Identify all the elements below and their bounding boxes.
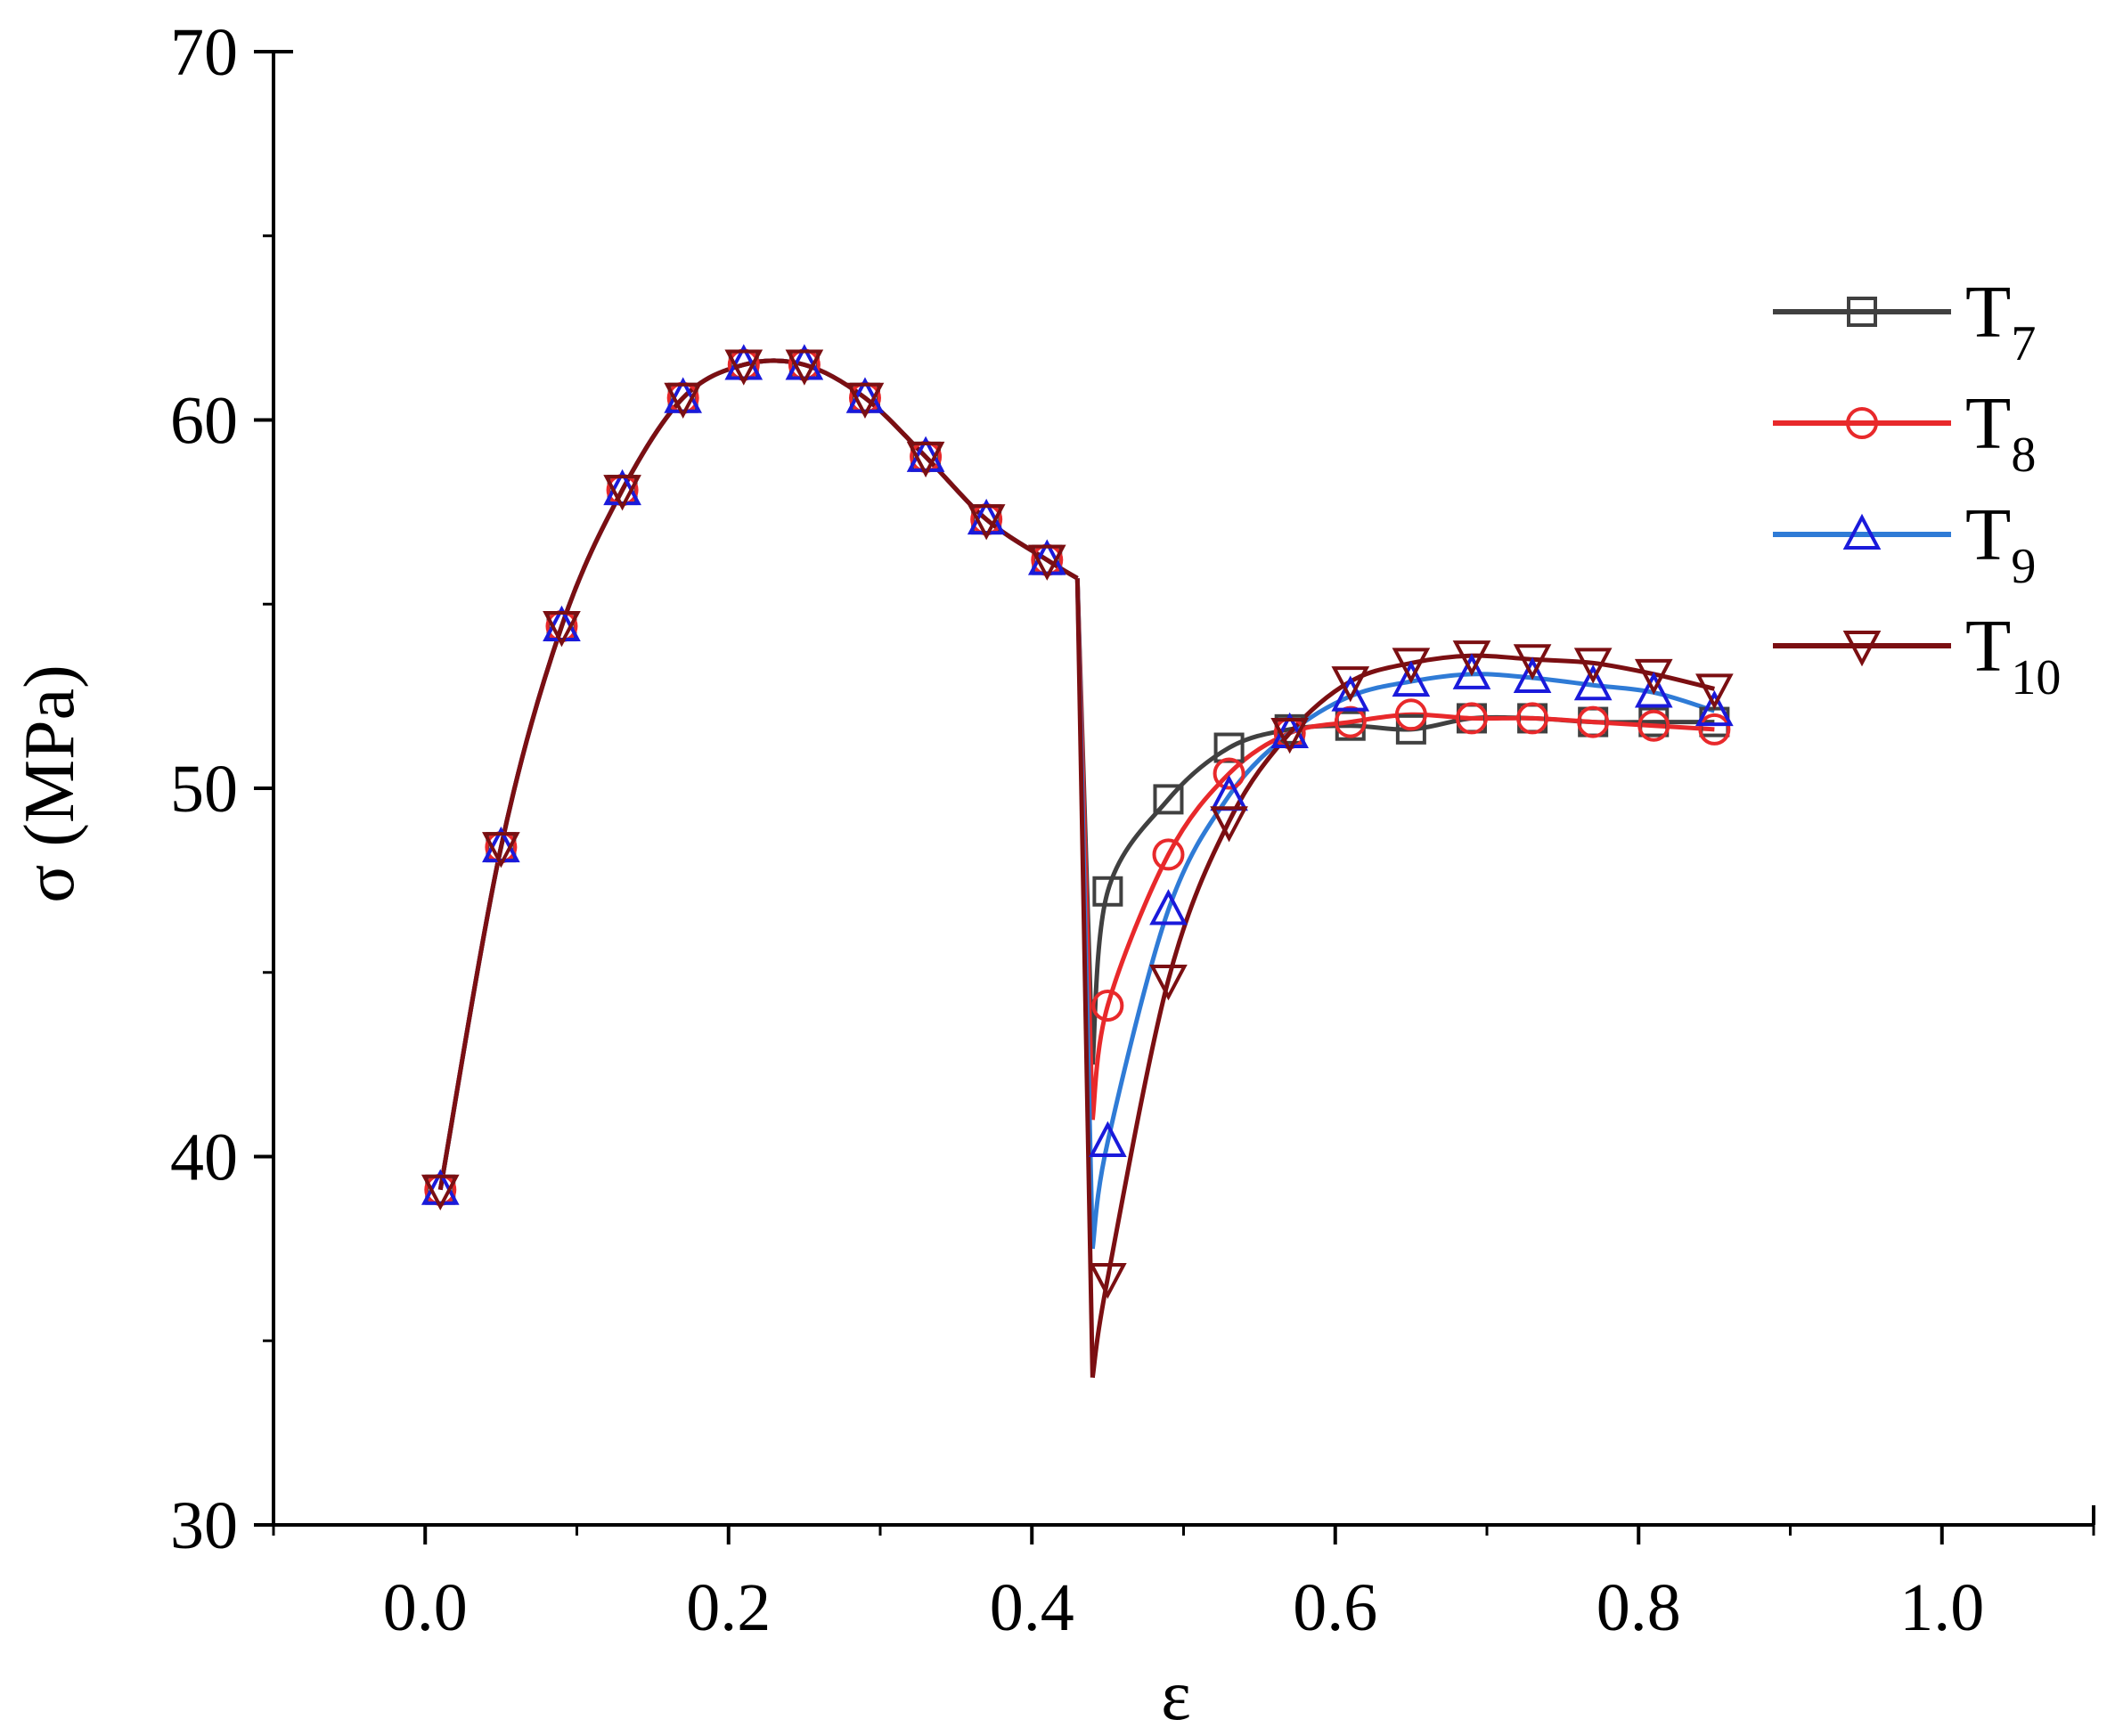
series-marker-triangle-up: [1331, 675, 1370, 712]
y-axis-title: σ (MPa): [11, 664, 89, 903]
series-marker-triangle-down: [1027, 544, 1066, 581]
series-marker-triangle-up: [1392, 660, 1431, 697]
series-recovery-t9: [1090, 672, 1716, 1250]
series-marker-triangle-down: [724, 349, 764, 386]
series-marker-square: [1395, 713, 1426, 745]
series-marker-triangle-up: [1634, 672, 1673, 708]
x-tick-label: 0.4: [990, 1570, 1074, 1645]
series-marker-triangle-down: [603, 475, 641, 511]
series-marker-triangle-down: [1634, 658, 1673, 696]
series-marker-circle: [1698, 713, 1731, 746]
series-marker-triangle-up: [1842, 513, 1882, 550]
series-marker-square: [1847, 297, 1877, 327]
series-marker-circle: [1334, 705, 1367, 738]
series-marker-circle: [1846, 407, 1878, 439]
y-tick-label: 40: [170, 1121, 238, 1195]
series-marker-triangle-up: [1452, 653, 1491, 689]
x-axis-title: ε: [1161, 1657, 1191, 1735]
legend-label-subscript: 10: [2011, 650, 2061, 705]
series-marker-circle: [1152, 838, 1185, 871]
legend-label-main: T: [1965, 493, 2011, 576]
series-line-t7: [437, 358, 1079, 1191]
series-marker-triangle-down: [1210, 806, 1248, 843]
legend-label-t8: T8: [1965, 382, 2036, 483]
series-marker-triangle-down: [1149, 965, 1188, 1001]
series-marker-square: [1153, 784, 1184, 815]
series-marker-triangle-down: [421, 1174, 460, 1210]
series-marker-triangle-up: [1149, 889, 1188, 925]
series-drop-t10: [1074, 578, 1095, 1378]
series-marker-triangle-up: [1513, 656, 1552, 693]
series-marker-triangle-up: [1695, 689, 1734, 727]
series-recovery-t7: [1090, 714, 1715, 1065]
x-tick-label: 0.2: [686, 1570, 771, 1645]
x-axis: 0.0 0.2 0.4 0.6 0.8 1.0: [272, 1525, 2095, 1645]
legend-label-t7: T7: [1965, 271, 2036, 371]
series-markers: [421, 344, 1734, 1300]
series-marker-triangle-down: [845, 382, 885, 419]
series-line-t10: [437, 358, 1079, 1191]
series-marker-triangle-down: [1695, 673, 1734, 710]
series-recovery-t10: [1090, 653, 1715, 1378]
series-marker-circle: [1577, 705, 1610, 738]
x-tick-label: 0.0: [383, 1570, 468, 1645]
legend-label-subscript: 9: [2011, 539, 2036, 594]
series-marker-circle: [1213, 757, 1245, 790]
series-marker-triangle-down: [1392, 648, 1431, 684]
legend-label-subscript: 8: [2011, 428, 2036, 483]
y-tick-label: 60: [170, 384, 238, 459]
x-tick-label: 1.0: [1899, 1570, 1984, 1645]
x-tick-label: 0.6: [1293, 1570, 1377, 1645]
legend-label-t10: T10: [1965, 605, 2061, 705]
series-marker-triangle-down: [1573, 648, 1613, 684]
series-line-t9: [437, 358, 1079, 1191]
legend-label-subscript: 7: [2011, 316, 2036, 371]
series-marker-triangle-down: [1452, 640, 1491, 677]
series-line-t8: [437, 358, 1079, 1191]
series-marker-triangle-up: [1089, 1121, 1127, 1157]
y-tick-label: 50: [170, 752, 238, 827]
series-marker-triangle-down: [906, 441, 945, 478]
legend-label-main: T: [1965, 605, 2011, 688]
legend-label-t9: T9: [1965, 493, 2036, 594]
series-marker-triangle-down: [967, 504, 1006, 541]
series-marker-square: [1213, 732, 1245, 763]
series-marker-circle: [1637, 709, 1670, 742]
series-curves: [437, 358, 1716, 1378]
series-marker-triangle-down: [543, 611, 581, 648]
series-marker-triangle-down: [664, 382, 702, 419]
plot-frame: [272, 50, 2095, 1527]
series-marker-triangle-down: [1331, 666, 1370, 703]
series-marker-triangle-down: [482, 832, 520, 868]
series-marker-circle: [1455, 702, 1488, 735]
series-marker-circle: [1091, 989, 1124, 1022]
series-recovery-t8: [1090, 712, 1715, 1121]
series-marker-triangle-down: [1842, 631, 1882, 667]
legend-label-main: T: [1965, 271, 2011, 354]
series-marker-circle: [1516, 702, 1549, 735]
y-tick-label: 70: [170, 15, 238, 90]
series-marker-square: [1092, 876, 1123, 907]
series-marker-circle: [1394, 698, 1427, 731]
series-marker-triangle-up: [1573, 664, 1613, 701]
y-tick-label: 30: [170, 1488, 238, 1563]
x-tick-label: 0.8: [1596, 1570, 1681, 1645]
legend-label-main: T: [1965, 382, 2011, 465]
series-marker-triangle-down: [1513, 644, 1552, 681]
series-marker-triangle-down: [785, 349, 824, 386]
series-marker-triangle-down: [1089, 1262, 1127, 1300]
y-axis: 30 40 50 60 70: [170, 15, 274, 1563]
series-marker-triangle-down: [1270, 717, 1309, 754]
